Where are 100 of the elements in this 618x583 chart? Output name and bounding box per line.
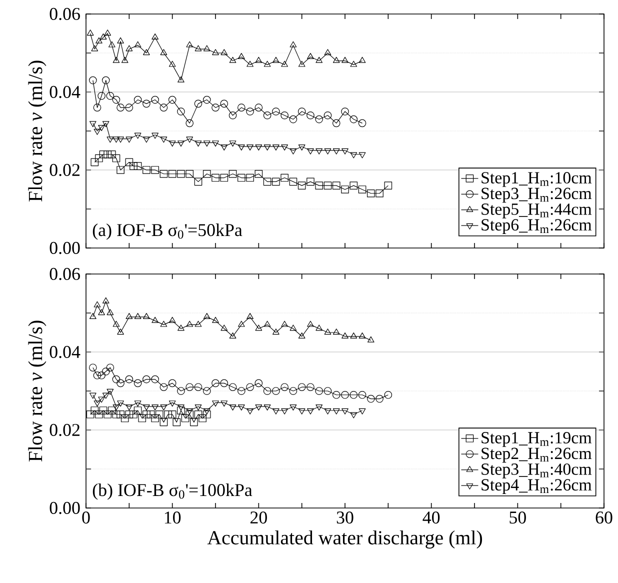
point — [102, 121, 110, 128]
point — [298, 383, 306, 391]
point — [151, 166, 159, 174]
point — [272, 178, 280, 186]
point — [332, 408, 340, 414]
point — [350, 412, 358, 418]
point — [178, 404, 184, 410]
point — [152, 404, 158, 410]
point — [332, 390, 340, 399]
point — [272, 387, 280, 395]
x-axis-title: Accumulated water discharge (ml) — [207, 530, 482, 549]
point — [289, 178, 298, 186]
point — [120, 414, 129, 422]
point — [298, 144, 306, 150]
point — [108, 41, 116, 48]
point — [220, 49, 228, 56]
y-tick-label: 0.04 — [50, 86, 80, 98]
point — [341, 186, 349, 194]
point — [228, 111, 237, 120]
point — [102, 76, 110, 84]
point — [289, 387, 298, 395]
point — [160, 404, 168, 410]
point — [212, 140, 219, 147]
point — [212, 49, 219, 56]
point — [90, 158, 99, 166]
point — [306, 111, 314, 120]
point — [228, 170, 237, 178]
point — [315, 387, 324, 395]
point — [134, 96, 142, 104]
point — [194, 140, 202, 147]
point — [178, 140, 184, 147]
point — [99, 406, 108, 414]
point — [89, 76, 97, 84]
point — [126, 404, 133, 410]
point — [358, 390, 366, 399]
point — [186, 41, 194, 48]
point — [194, 383, 202, 391]
point — [341, 390, 349, 399]
point — [229, 140, 236, 147]
point — [203, 140, 210, 147]
point — [254, 104, 263, 112]
point — [324, 182, 332, 190]
point — [281, 144, 288, 150]
point — [160, 383, 168, 391]
point — [272, 108, 280, 116]
y-axis-title: Flow rate v (ml/s) — [28, 320, 46, 462]
point — [126, 312, 133, 319]
point — [324, 148, 332, 154]
point — [272, 408, 280, 414]
point — [117, 37, 124, 44]
point — [178, 324, 184, 331]
point — [112, 404, 120, 410]
point — [307, 320, 314, 327]
point — [298, 408, 306, 414]
point — [168, 410, 176, 418]
legend-label: Step3_H$_{m}$:26cm — [482, 188, 592, 203]
point — [194, 410, 202, 418]
x-tick-label: 0 — [82, 512, 90, 524]
point — [116, 104, 124, 112]
point — [350, 182, 358, 190]
point — [177, 108, 185, 116]
point — [350, 332, 358, 338]
point — [298, 60, 306, 67]
point — [198, 414, 206, 422]
point — [272, 328, 280, 335]
point — [117, 400, 124, 407]
point — [100, 33, 107, 40]
point — [106, 92, 114, 100]
point — [134, 312, 142, 319]
point — [143, 136, 150, 143]
point — [315, 182, 324, 190]
point — [194, 320, 202, 327]
point — [202, 170, 211, 178]
point — [125, 158, 134, 166]
point — [138, 414, 146, 422]
point — [112, 320, 120, 327]
point — [177, 387, 185, 395]
point — [134, 379, 142, 388]
point — [94, 400, 101, 407]
point — [290, 404, 297, 410]
point — [342, 56, 348, 63]
y-tick-label: 0.00 — [50, 502, 80, 514]
point — [186, 410, 194, 418]
point — [238, 320, 245, 327]
point — [280, 111, 288, 120]
point — [255, 144, 262, 150]
point — [160, 136, 168, 143]
point — [281, 408, 288, 414]
point — [220, 379, 228, 388]
point — [178, 76, 184, 82]
legend-label: Step6_H$_{m}$:26cm — [482, 219, 592, 234]
point — [324, 408, 332, 414]
point — [342, 148, 348, 154]
point — [367, 189, 375, 198]
point — [281, 60, 288, 67]
point — [316, 148, 323, 154]
point — [168, 140, 176, 147]
point — [146, 410, 155, 418]
y-axis-title: Flow rate v (ml/s) — [28, 60, 46, 202]
point — [160, 104, 168, 112]
